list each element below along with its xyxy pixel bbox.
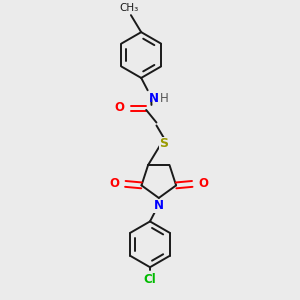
Text: H: H [160,92,169,105]
Text: CH₃: CH₃ [120,3,139,13]
Text: N: N [149,92,159,105]
Text: S: S [159,137,168,150]
Text: O: O [199,177,209,190]
Text: N: N [154,200,164,212]
Text: O: O [109,177,119,190]
Text: O: O [115,101,124,114]
Text: Cl: Cl [144,273,156,286]
